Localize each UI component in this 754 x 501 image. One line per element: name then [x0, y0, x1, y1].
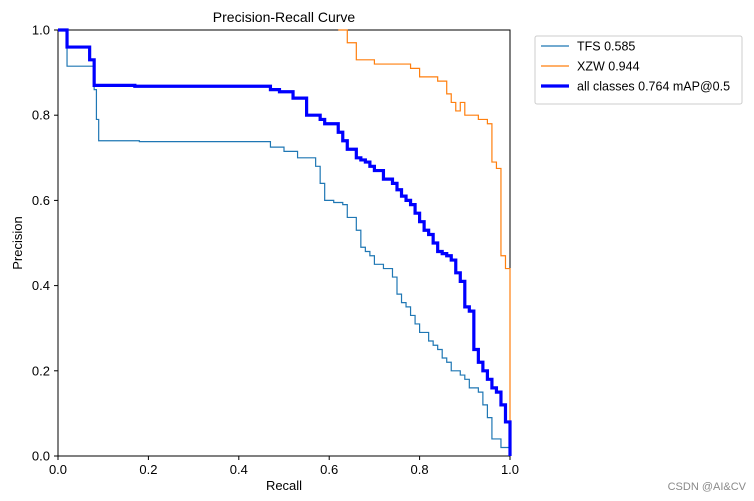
y-axis-title: Precision: [10, 216, 25, 269]
series-line-1: [58, 29, 511, 456]
y-tick-label: 0.2: [32, 363, 50, 378]
y-tick-label: 0.4: [32, 278, 50, 293]
legend-label-3: all classes 0.764 mAP@0.5: [577, 80, 730, 94]
y-tick-label: 0.8: [32, 108, 50, 123]
x-tick-label: 0.2: [139, 462, 157, 477]
series-line-2: [338, 29, 511, 456]
y-tick-label: 0.0: [32, 449, 50, 464]
x-tick-label: 0.8: [411, 462, 429, 477]
watermark: CSDN @AI&CV: [667, 481, 746, 493]
legend-label-2: XZW 0.944: [577, 60, 640, 74]
plot-area: [57, 29, 511, 457]
x-tick-label: 0.0: [49, 462, 67, 477]
chart-title: Precision-Recall Curve: [213, 9, 356, 25]
series-layer: [58, 28, 512, 456]
y-tick-label: 0.6: [32, 193, 50, 208]
legend: TFS 0.585 XZW 0.944 all classes 0.764 mAP@…: [534, 35, 743, 105]
x-tick-label: 0.4: [230, 462, 248, 477]
x-tick-label: 1.0: [501, 462, 519, 477]
legend-label-1: TFS 0.585: [577, 40, 635, 54]
axis-ticks: 0.0 0.2 0.4 0.6 0.8 1.0 0.0 0.2 0.4 0.6 0.8 1.0: [32, 23, 519, 478]
x-axis-title: Recall: [266, 478, 302, 493]
series-line-3: [58, 28, 512, 456]
y-tick-label: 1.0: [32, 23, 50, 38]
legend-box: [534, 35, 743, 105]
x-tick-label: 0.6: [320, 462, 338, 477]
